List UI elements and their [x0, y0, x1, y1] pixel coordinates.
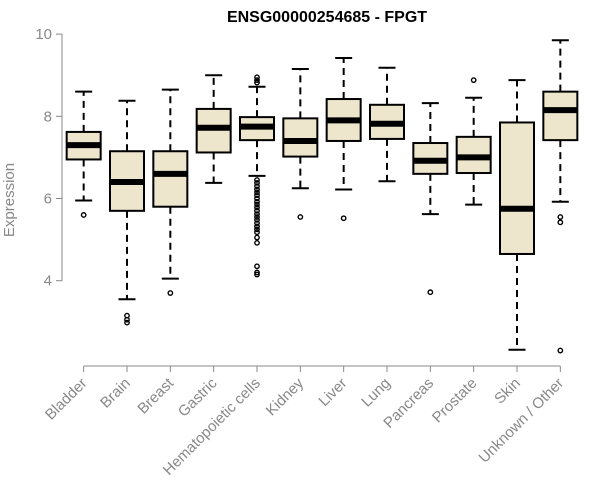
outlier-point: [254, 177, 260, 183]
outlier-point: [254, 211, 260, 218]
box-liver: [325, 56, 362, 222]
box-pancreas: [412, 102, 449, 296]
box-gastric: [195, 74, 232, 184]
outlier-point: [557, 219, 564, 226]
outlier-point: [254, 214, 260, 220]
outlier-point: [254, 216, 260, 223]
box-bladder: [65, 90, 102, 218]
box-iqr: [282, 117, 319, 158]
x-tick-label: Lung: [358, 375, 394, 411]
outlier-point: [254, 192, 260, 199]
x-tick-label: Kidney: [263, 374, 308, 419]
outlier-point: [254, 263, 260, 270]
outlier-point: [557, 214, 564, 220]
outlier-point: [254, 189, 260, 196]
outlier-point: [254, 186, 260, 193]
outlier-point: [470, 77, 477, 84]
box-breast: [152, 88, 189, 296]
outlier-point: [557, 347, 564, 354]
x-tick-label: Skin: [491, 375, 524, 408]
box-iqr: [499, 121, 535, 255]
outlier-point: [254, 220, 260, 227]
box-skin: [499, 79, 535, 351]
x-tick-label: Liver: [315, 375, 350, 410]
outlier-point: [80, 212, 87, 218]
chart-title: ENSG00000254685 - FPGT: [227, 9, 427, 26]
outlier-point: [254, 183, 260, 190]
box-unknown-other: [542, 39, 579, 354]
outlier-point: [167, 290, 174, 296]
box-iqr: [152, 150, 189, 208]
box-prostate: [455, 77, 492, 206]
outlier-point: [254, 198, 260, 205]
outlier-point: [254, 77, 260, 84]
y-tick-label: 10: [35, 26, 52, 43]
outlier-point: [297, 214, 304, 220]
outlier-point: [254, 234, 260, 241]
x-tick-label: Breast: [134, 374, 177, 417]
y-axis-label: Expression: [1, 163, 18, 237]
outlier-point: [124, 316, 130, 323]
y-tick-label: 4: [44, 273, 52, 290]
y-tick-label: 6: [44, 191, 52, 208]
outlier-point: [254, 271, 260, 278]
x-tick-label: Bladder: [42, 375, 91, 424]
outlier-point: [254, 223, 260, 230]
box-hematopoietic-cells: [239, 74, 275, 278]
outlier-point: [254, 201, 260, 208]
outlier-point: [254, 79, 260, 86]
box-brain: [109, 99, 145, 326]
outlier-point: [427, 289, 434, 296]
outlier-point: [254, 239, 260, 246]
outlier-point: [254, 179, 260, 186]
x-tick-label: Brain: [97, 375, 134, 412]
outlier-point: [340, 215, 347, 222]
outlier-point: [254, 269, 260, 276]
x-tick-label: Prostate: [429, 375, 481, 427]
boxes-group: [65, 39, 579, 354]
outlier-point: [254, 226, 260, 233]
box-kidney: [282, 68, 319, 220]
outlier-point: [254, 207, 260, 214]
outlier-point: [254, 229, 260, 236]
outlier-point: [254, 204, 260, 211]
box-iqr: [542, 90, 579, 142]
outlier-point: [124, 319, 130, 326]
outlier-point: [254, 195, 260, 202]
outlier-point: [254, 74, 260, 81]
y-axis: 4 6 8 10: [35, 26, 63, 290]
y-tick-label: 8: [44, 108, 52, 125]
box-lung: [369, 66, 405, 183]
